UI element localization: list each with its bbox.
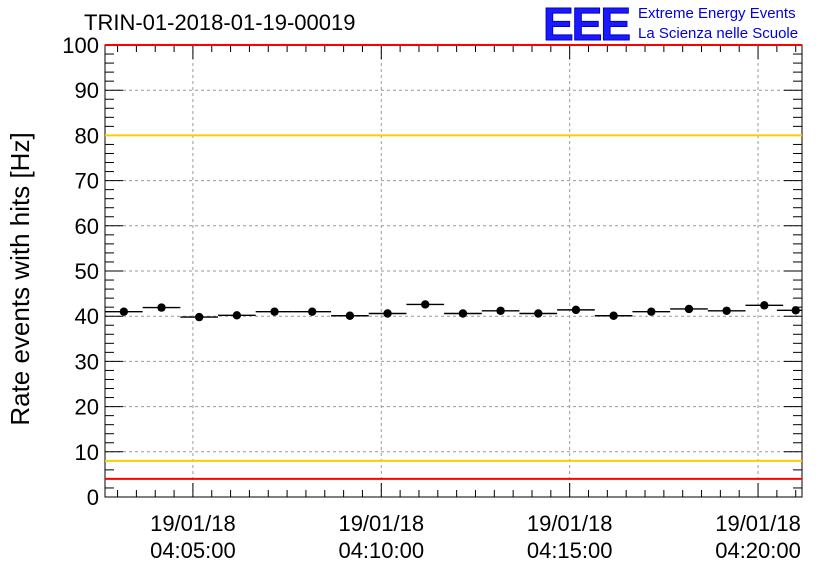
y-axis-label: Rate events with hits [Hz]	[5, 132, 35, 425]
y-tick-label: 100	[62, 33, 99, 58]
y-tick-label: 70	[75, 169, 99, 194]
y-tick-label: 80	[75, 123, 99, 148]
data-point	[722, 306, 731, 315]
reference-lines	[105, 44, 802, 480]
x-tick-label-date: 19/01/18	[150, 511, 236, 536]
data-point	[496, 306, 505, 315]
data-point	[609, 311, 618, 320]
data-point	[421, 300, 430, 309]
y-tick-label: 30	[75, 349, 99, 374]
y-tick-label: 90	[75, 78, 99, 103]
y-tick-label: 0	[87, 485, 99, 510]
y-tick-label: 60	[75, 214, 99, 239]
data-point	[194, 312, 204, 322]
x-tick-label-date: 19/01/18	[338, 511, 424, 536]
data-points	[105, 300, 802, 322]
y-tick-label: 40	[75, 304, 99, 329]
data-point	[383, 309, 392, 318]
data-point	[458, 309, 468, 318]
data-point	[308, 307, 317, 316]
data-point	[157, 303, 166, 312]
logo-tagline-2: La Scienza nelle Scuole	[638, 25, 799, 42]
data-point	[760, 301, 769, 310]
x-tick-label-time: 04:10:00	[338, 538, 424, 563]
data-point	[345, 311, 355, 320]
y-tick-label: 10	[75, 440, 99, 465]
data-point	[534, 309, 543, 318]
logo-mark: EEE	[542, 0, 631, 50]
x-tick-label-date: 19/01/18	[715, 511, 801, 536]
data-point	[270, 307, 279, 316]
x-tick-label-time: 04:05:00	[150, 538, 236, 563]
data-point	[684, 304, 694, 314]
axes: 010203040506070809010019/01/1804:05:0019…	[5, 33, 803, 563]
x-tick-label-date: 19/01/18	[527, 511, 613, 536]
chart-title: TRIN-01-2018-01-19-00019	[84, 10, 356, 35]
data-point	[791, 306, 800, 315]
x-tick-label-time: 04:15:00	[527, 538, 613, 563]
logo-tagline-1: Extreme Energy Events	[638, 5, 796, 22]
x-tick-label-time: 04:20:00	[715, 538, 801, 563]
data-point	[119, 307, 129, 316]
y-tick-label: 50	[75, 259, 99, 284]
data-point	[232, 311, 242, 320]
data-point	[571, 305, 581, 315]
y-tick-label: 20	[75, 395, 99, 420]
data-point	[647, 307, 656, 316]
grid-lines	[105, 45, 802, 497]
